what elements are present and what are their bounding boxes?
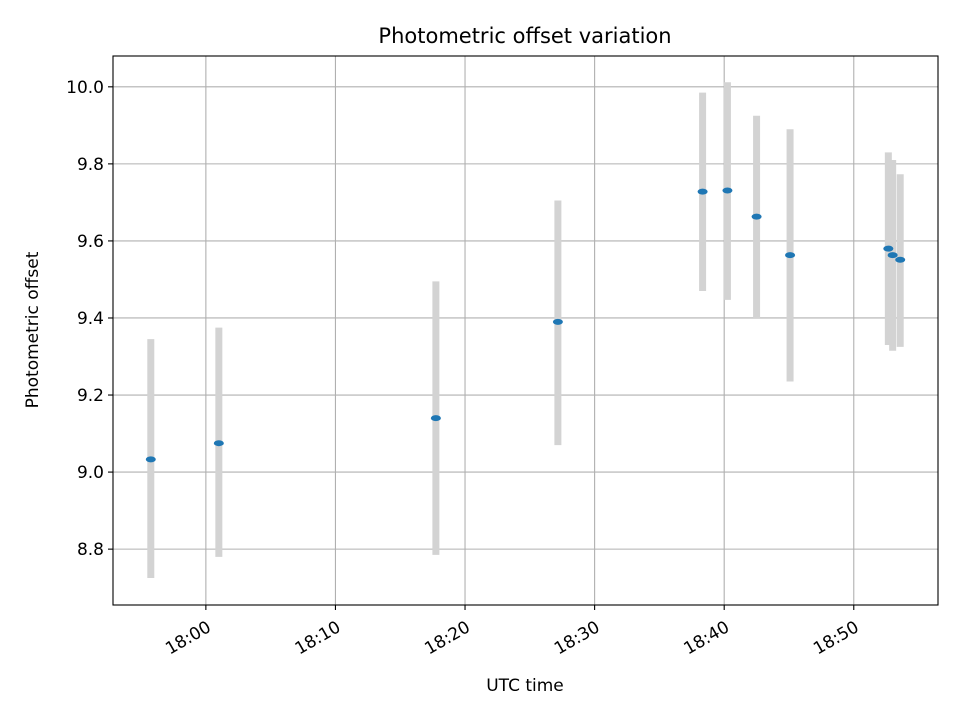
- y-axis-title: Photometric offset: [23, 251, 43, 408]
- chart-title: Photometric offset variation: [378, 24, 671, 48]
- data-point: [895, 256, 906, 263]
- data-point: [213, 440, 224, 447]
- data-point: [145, 456, 156, 463]
- y-tick-label: 9.0: [77, 463, 104, 483]
- y-tick-label: 8.8: [77, 540, 104, 560]
- x-axis-title: UTC time: [486, 676, 564, 696]
- data-point: [785, 252, 796, 259]
- data-point: [697, 188, 708, 195]
- data-points: [145, 187, 906, 463]
- y-tick-label: 9.2: [77, 386, 104, 406]
- grid-lines: [113, 56, 938, 605]
- y-tick-label: 9.6: [77, 232, 104, 252]
- y-tick-label: 9.4: [77, 309, 104, 329]
- plot-frame: [112, 55, 939, 606]
- data-point: [552, 318, 563, 325]
- y-tick-label: 9.8: [77, 155, 104, 175]
- data-point: [887, 252, 898, 259]
- data-point: [430, 415, 441, 422]
- y-tick-label: 10.0: [66, 78, 104, 98]
- data-point: [722, 187, 733, 194]
- data-point: [883, 245, 894, 252]
- data-point: [751, 213, 762, 220]
